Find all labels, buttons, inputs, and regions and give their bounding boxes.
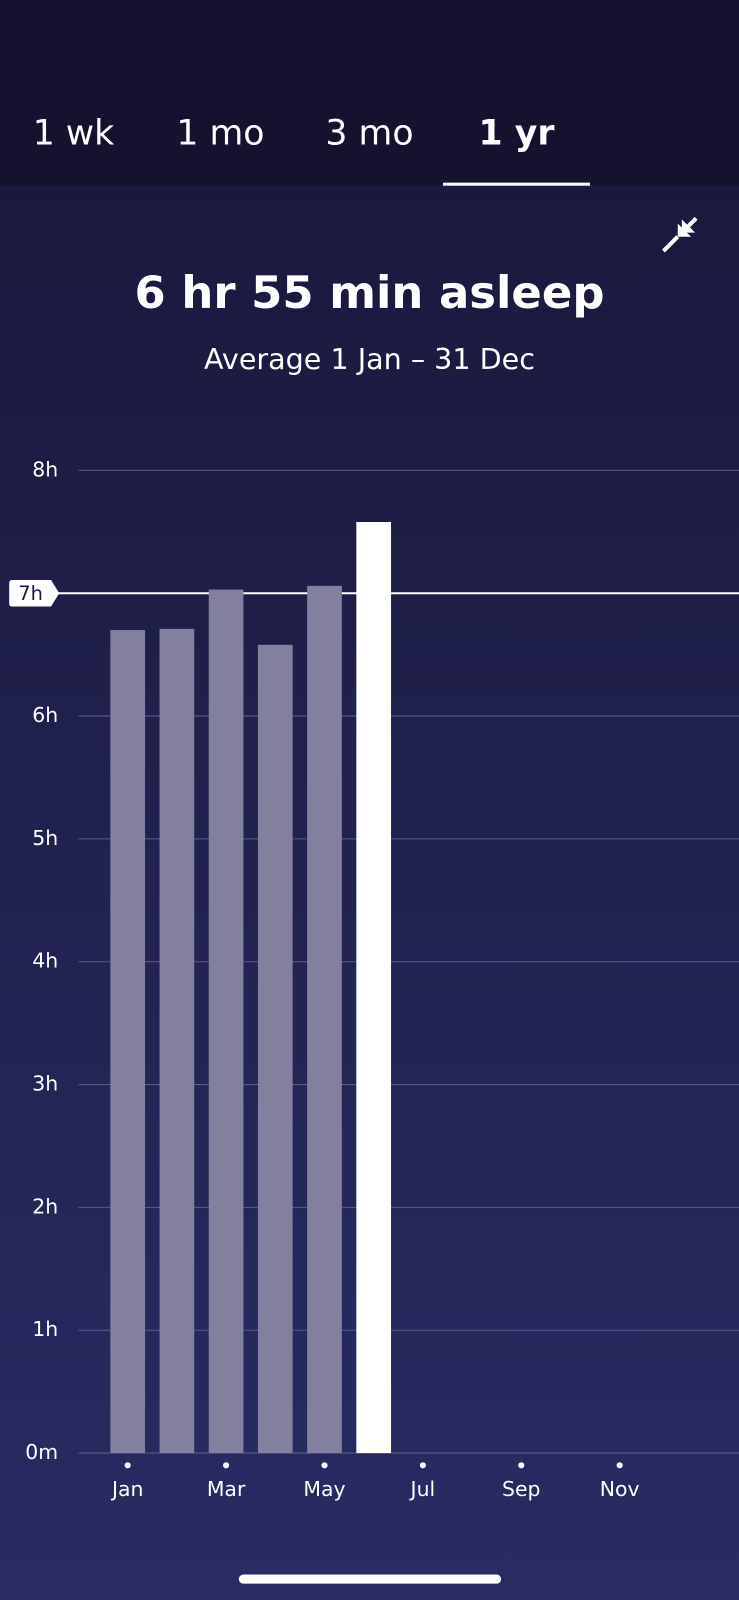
y-tick-label: 6h — [32, 703, 58, 727]
y-tick-label: 7h — [18, 582, 43, 605]
subtitle: Average 1 Jan – 31 Dec — [204, 342, 535, 376]
y-tick-label: 4h — [32, 949, 58, 973]
tab-underline — [442, 182, 590, 186]
x-tick-label: Nov — [600, 1477, 640, 1501]
x-tick-label: Mar — [207, 1477, 246, 1501]
x-tick-label: Sep — [502, 1477, 540, 1501]
goal-tag — [9, 579, 60, 607]
y-tick-label: 0m — [25, 1440, 58, 1464]
bar[interactable] — [356, 521, 392, 1454]
tab[interactable]: 1 yr — [479, 114, 555, 154]
y-tick-label: 3h — [32, 1072, 58, 1096]
x-tick-label: Jul — [409, 1477, 436, 1501]
bar[interactable] — [257, 644, 293, 1454]
tab[interactable]: 1 mo — [176, 114, 264, 154]
collapse-icon[interactable] — [662, 216, 698, 253]
x-tick-dot — [518, 1462, 525, 1469]
home-indicator — [238, 1574, 502, 1584]
y-tick-label: 2h — [32, 1194, 58, 1218]
bar[interactable] — [110, 630, 146, 1454]
headline: 6 hr 55 min asleep — [135, 266, 605, 319]
x-tick-dot — [616, 1462, 623, 1469]
bar[interactable] — [159, 628, 195, 1454]
bar[interactable] — [307, 585, 342, 1454]
tab[interactable]: 3 mo — [325, 114, 413, 154]
x-tick-label: May — [303, 1477, 345, 1501]
tab[interactable]: 1 wk — [33, 114, 115, 154]
x-tick-dot — [321, 1462, 328, 1469]
x-tick-dot — [223, 1462, 230, 1469]
y-tick-label: 1h — [32, 1317, 58, 1341]
y-tick-label: 8h — [32, 457, 58, 481]
bar[interactable] — [208, 589, 244, 1454]
y-tick-label: 5h — [32, 826, 58, 850]
tab-bar — [0, 0, 739, 186]
x-tick-dot — [419, 1462, 426, 1469]
x-tick-label: Jan — [110, 1477, 143, 1501]
x-tick-dot — [124, 1462, 131, 1469]
